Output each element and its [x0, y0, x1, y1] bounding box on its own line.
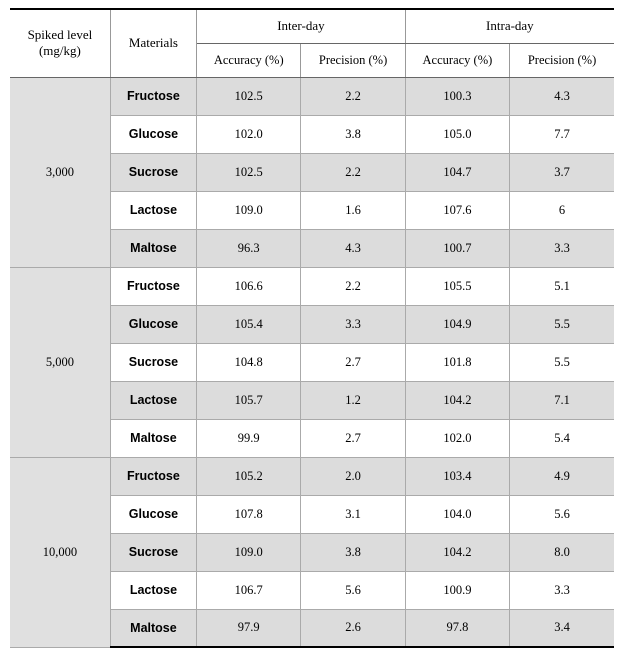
table-header: Spiked level (mg/kg) Materials Inter-day… — [10, 9, 614, 77]
material-cell: Fructose — [110, 77, 196, 115]
col-intra-accuracy: Accuracy (%) — [405, 43, 509, 77]
value-cell: 109.0 — [197, 533, 301, 571]
value-cell: 101.8 — [405, 343, 509, 381]
material-cell: Sucrose — [110, 533, 196, 571]
value-cell: 1.6 — [301, 191, 405, 229]
value-cell: 5.6 — [301, 571, 405, 609]
value-cell: 2.6 — [301, 609, 405, 647]
col-inter-precision: Precision (%) — [301, 43, 405, 77]
colgroup-intra-day: Intra-day — [405, 9, 614, 43]
value-cell: 2.2 — [301, 77, 405, 115]
value-cell: 106.6 — [197, 267, 301, 305]
value-cell: 104.2 — [405, 533, 509, 571]
value-cell: 104.9 — [405, 305, 509, 343]
value-cell: 8.0 — [510, 533, 614, 571]
material-cell: Lactose — [110, 571, 196, 609]
material-cell: Lactose — [110, 191, 196, 229]
value-cell: 106.7 — [197, 571, 301, 609]
material-cell: Glucose — [110, 305, 196, 343]
value-cell: 4.3 — [510, 77, 614, 115]
table-row: 5,000 Fructose 106.6 2.2 105.5 5.1 — [10, 267, 614, 305]
col-intra-precision: Precision (%) — [510, 43, 614, 77]
value-cell: 104.0 — [405, 495, 509, 533]
value-cell: 1.2 — [301, 381, 405, 419]
value-cell: 2.7 — [301, 343, 405, 381]
value-cell: 102.0 — [197, 115, 301, 153]
value-cell: 7.1 — [510, 381, 614, 419]
value-cell: 109.0 — [197, 191, 301, 229]
material-cell: Fructose — [110, 267, 196, 305]
value-cell: 103.4 — [405, 457, 509, 495]
value-cell: 107.8 — [197, 495, 301, 533]
value-cell: 104.7 — [405, 153, 509, 191]
value-cell: 4.9 — [510, 457, 614, 495]
spiked-level-cell: 3,000 — [10, 77, 110, 267]
value-cell: 2.0 — [301, 457, 405, 495]
value-cell: 3.3 — [510, 571, 614, 609]
validation-table: Spiked level (mg/kg) Materials Inter-day… — [10, 8, 614, 648]
value-cell: 3.4 — [510, 609, 614, 647]
value-cell: 100.3 — [405, 77, 509, 115]
value-cell: 100.7 — [405, 229, 509, 267]
material-cell: Glucose — [110, 495, 196, 533]
table-row: 3,000 Fructose 102.5 2.2 100.3 4.3 — [10, 77, 614, 115]
col-spiked-level: Spiked level (mg/kg) — [10, 9, 110, 77]
material-cell: Fructose — [110, 457, 196, 495]
value-cell: 104.2 — [405, 381, 509, 419]
value-cell: 104.8 — [197, 343, 301, 381]
value-cell: 7.7 — [510, 115, 614, 153]
value-cell: 102.5 — [197, 77, 301, 115]
material-cell: Maltose — [110, 229, 196, 267]
table-body: 3,000 Fructose 102.5 2.2 100.3 4.3 Gluco… — [10, 77, 614, 647]
value-cell: 5.6 — [510, 495, 614, 533]
value-cell: 100.9 — [405, 571, 509, 609]
value-cell: 99.9 — [197, 419, 301, 457]
col-inter-accuracy: Accuracy (%) — [197, 43, 301, 77]
col-materials: Materials — [110, 9, 196, 77]
value-cell: 105.2 — [197, 457, 301, 495]
value-cell: 105.5 — [405, 267, 509, 305]
value-cell: 4.3 — [301, 229, 405, 267]
value-cell: 97.9 — [197, 609, 301, 647]
material-cell: Lactose — [110, 381, 196, 419]
spiked-level-cell: 10,000 — [10, 457, 110, 647]
material-cell: Maltose — [110, 419, 196, 457]
value-cell: 102.0 — [405, 419, 509, 457]
value-cell: 105.7 — [197, 381, 301, 419]
value-cell: 102.5 — [197, 153, 301, 191]
value-cell: 3.3 — [301, 305, 405, 343]
value-cell: 3.1 — [301, 495, 405, 533]
value-cell: 97.8 — [405, 609, 509, 647]
colgroup-inter-day: Inter-day — [197, 9, 406, 43]
table-row: 10,000 Fructose 105.2 2.0 103.4 4.9 — [10, 457, 614, 495]
spiked-level-cell: 5,000 — [10, 267, 110, 457]
value-cell: 5.5 — [510, 343, 614, 381]
value-cell: 2.7 — [301, 419, 405, 457]
value-cell: 2.2 — [301, 153, 405, 191]
value-cell: 5.5 — [510, 305, 614, 343]
value-cell: 3.7 — [510, 153, 614, 191]
value-cell: 2.2 — [301, 267, 405, 305]
value-cell: 5.4 — [510, 419, 614, 457]
value-cell: 105.4 — [197, 305, 301, 343]
value-cell: 105.0 — [405, 115, 509, 153]
value-cell: 107.6 — [405, 191, 509, 229]
value-cell: 3.8 — [301, 115, 405, 153]
material-cell: Sucrose — [110, 153, 196, 191]
value-cell: 5.1 — [510, 267, 614, 305]
material-cell: Glucose — [110, 115, 196, 153]
value-cell: 3.3 — [510, 229, 614, 267]
material-cell: Sucrose — [110, 343, 196, 381]
material-cell: Maltose — [110, 609, 196, 647]
value-cell: 3.8 — [301, 533, 405, 571]
value-cell: 6 — [510, 191, 614, 229]
value-cell: 96.3 — [197, 229, 301, 267]
